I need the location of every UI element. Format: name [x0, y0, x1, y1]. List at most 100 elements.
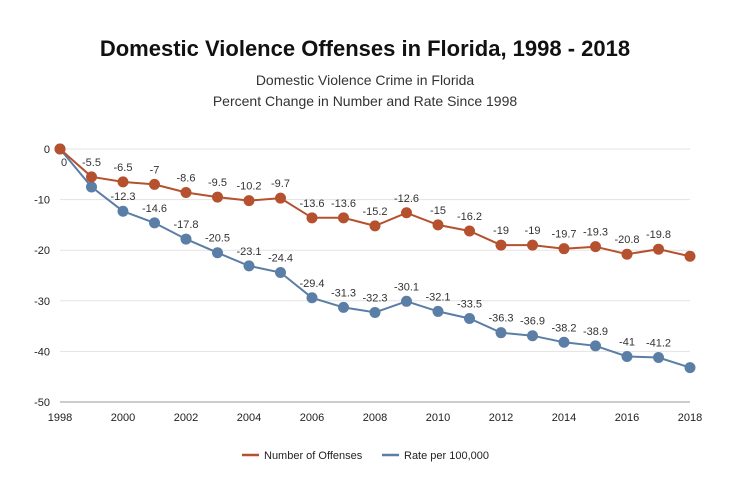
data-point — [495, 327, 507, 339]
data-point — [212, 191, 223, 203]
data-point — [275, 266, 286, 278]
data-point — [590, 241, 601, 253]
y-tick-label: -40 — [34, 346, 50, 358]
data-point — [86, 171, 97, 183]
data-point — [180, 233, 192, 245]
data-label: -5.5 — [82, 157, 101, 169]
data-point — [684, 362, 696, 374]
data-point — [527, 239, 538, 251]
y-tick-label: -50 — [34, 397, 50, 409]
x-tick-label: 2004 — [237, 412, 261, 424]
data-label: -32.3 — [362, 292, 387, 304]
data-label: -6.5 — [114, 162, 133, 174]
data-label: 0 — [61, 157, 67, 169]
data-point — [243, 260, 255, 272]
x-tick-label: 1998 — [48, 412, 72, 424]
data-label: -13.6 — [299, 198, 324, 210]
legend-entry: Rate per 100,000 — [404, 450, 489, 462]
x-tick-label: 2010 — [426, 412, 450, 424]
data-label: -19.3 — [583, 227, 608, 239]
data-point — [653, 351, 664, 363]
data-label: -23.1 — [236, 246, 261, 258]
data-point — [527, 330, 538, 342]
data-label: -32.1 — [425, 291, 450, 303]
data-point — [621, 350, 633, 362]
data-point — [338, 301, 349, 313]
data-label: -24.4 — [268, 252, 293, 264]
x-tick-label: 2008 — [363, 412, 387, 424]
data-point — [590, 340, 601, 352]
y-tick-label: -30 — [34, 296, 50, 308]
chart-title: Domestic Violence Offenses in Florida, 1… — [99, 36, 631, 61]
data-point — [180, 187, 192, 199]
x-tick-label: 2012 — [489, 412, 513, 424]
data-label: -19.8 — [646, 229, 671, 241]
data-point — [149, 217, 160, 229]
data-label: -30.1 — [394, 281, 419, 293]
data-label: -36.9 — [520, 316, 545, 328]
data-point — [684, 250, 696, 262]
y-tick-label: -10 — [34, 195, 50, 207]
data-label: -38.2 — [551, 322, 576, 334]
y-tick-label: 0 — [44, 144, 50, 156]
x-tick-label: 2000 — [111, 412, 135, 424]
data-point — [432, 305, 444, 317]
data-point — [653, 243, 664, 255]
data-label: -12.6 — [394, 193, 419, 205]
data-point — [464, 313, 475, 325]
x-tick-label: 2002 — [174, 412, 198, 424]
data-label: -19.7 — [551, 229, 576, 241]
data-point — [401, 207, 412, 219]
y-tick-label: -20 — [34, 245, 50, 257]
data-label: -9.5 — [208, 177, 227, 189]
data-label: -15 — [430, 205, 446, 217]
data-point — [275, 192, 286, 204]
data-label: -7 — [150, 164, 160, 176]
data-label: -20.8 — [614, 234, 639, 246]
data-point — [243, 195, 255, 207]
chart-subtitle-line-1: Domestic Violence Crime in Florida — [255, 72, 475, 88]
x-tick-label: 2014 — [552, 412, 576, 424]
data-label: -17.8 — [173, 219, 198, 231]
data-label: -31.3 — [331, 287, 356, 299]
data-label: -12.3 — [110, 191, 135, 203]
data-label: -19 — [525, 225, 541, 237]
data-point — [338, 212, 349, 224]
legend-entry: Number of Offenses — [264, 450, 363, 462]
data-point — [86, 181, 97, 193]
data-label: -9.7 — [271, 178, 290, 190]
data-point — [54, 143, 66, 155]
data-label: -38.9 — [583, 326, 608, 338]
x-tick-label: 2016 — [615, 412, 639, 424]
data-label: -20.5 — [205, 233, 230, 245]
data-label: -10.2 — [236, 181, 261, 193]
data-point — [432, 219, 444, 231]
data-label: -19 — [493, 225, 509, 237]
data-label: -41.2 — [646, 337, 671, 349]
data-label: -36.3 — [488, 313, 513, 325]
data-point — [464, 225, 475, 237]
data-point — [401, 295, 412, 307]
data-point — [117, 205, 129, 217]
data-point — [369, 306, 381, 318]
data-point — [495, 239, 507, 251]
data-point — [306, 292, 318, 304]
data-label: -14.6 — [142, 203, 167, 215]
data-label: -8.6 — [177, 173, 196, 185]
data-point — [558, 336, 570, 348]
data-point — [621, 248, 633, 260]
data-label: -13.6 — [331, 198, 356, 210]
data-label: -33.5 — [457, 299, 482, 311]
data-point — [117, 176, 129, 188]
data-point — [558, 243, 570, 255]
data-label: -41 — [619, 336, 635, 348]
data-point — [369, 220, 381, 232]
chart-subtitle-line-2: Percent Change in Number and Rate Since … — [212, 93, 518, 109]
data-label: -16.2 — [457, 211, 482, 223]
x-tick-label: 2018 — [678, 412, 702, 424]
data-label: -15.2 — [362, 206, 387, 218]
data-point — [149, 178, 160, 190]
data-point — [212, 247, 223, 259]
